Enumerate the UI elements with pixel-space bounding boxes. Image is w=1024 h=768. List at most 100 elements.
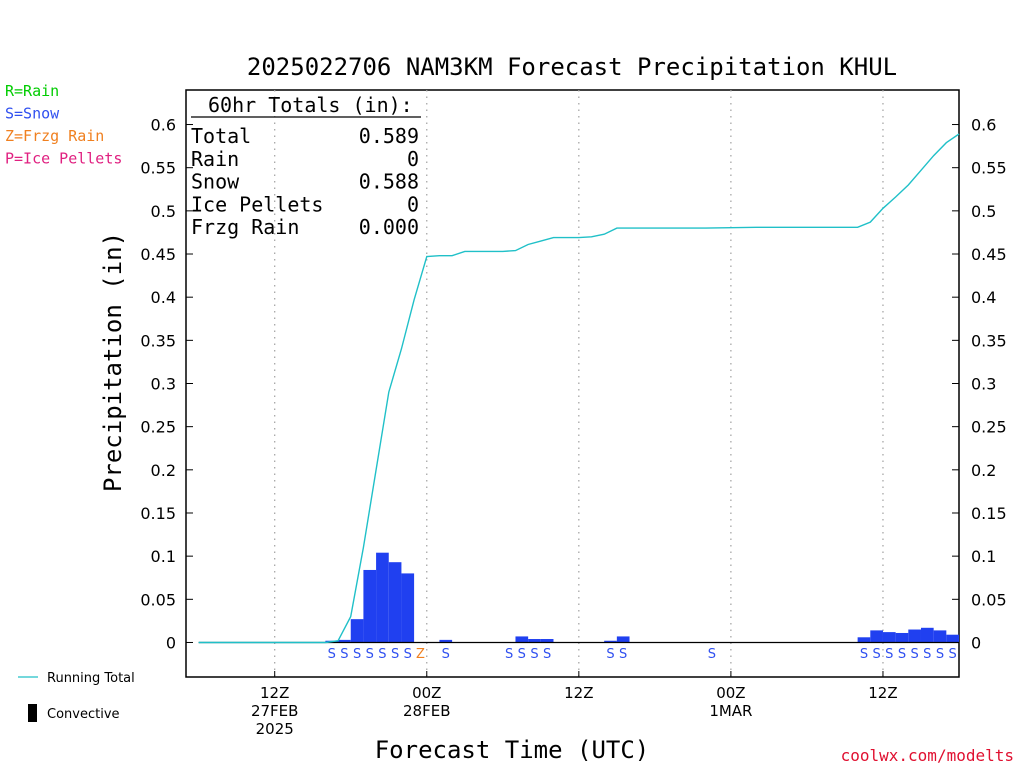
y-tick-label-right-3: 0.15 (971, 504, 1007, 523)
precip-bars (325, 552, 959, 643)
precip-bar-1 (338, 639, 351, 643)
precip-bar-2 (350, 619, 364, 643)
precip-type-4: S (378, 647, 386, 662)
precip-bar-9 (528, 639, 541, 643)
precip-type-9: S (505, 647, 513, 662)
y-tick-label-right-1: 0.05 (971, 590, 1007, 609)
precip-type-6: S (404, 647, 412, 662)
totals-value-3: 0 (407, 192, 419, 216)
y-tick-label-right-9: 0.45 (971, 245, 1007, 264)
y-tick-label-left-8: 0.4 (151, 288, 176, 307)
y-axis-left: 0 0.05 0.1 0.15 0.2 0.25 0.3 0.35 0.4 0.45 0.5 0.55… (140, 116, 193, 652)
y-axis-title: Precipitation (in) (99, 232, 127, 492)
y-tick-label-right-11: 0.55 (971, 159, 1007, 178)
y-tick-label-left-11: 0.55 (140, 159, 176, 178)
y-tick-label-right-6: 0.3 (971, 375, 996, 394)
precip-bar-16 (895, 632, 909, 643)
totals-label-1: Rain (191, 147, 239, 171)
totals-label-3: Ice Pellets (191, 192, 323, 216)
y-tick-label-right-4: 0.2 (971, 461, 996, 480)
precip-type-10: S (518, 647, 526, 662)
precip-type-7: Z (416, 647, 425, 662)
x-tick-label-4-0: 12Z (868, 684, 897, 702)
y-axis-right: 0 0.05 0.1 0.15 0.2 0.25 0.3 0.35 0.4 0.45 0.5 0.55… (952, 116, 1007, 652)
precip-type-8: S (442, 647, 450, 662)
precip-bar-20 (946, 634, 959, 643)
y-tick-label-right-8: 0.4 (971, 288, 996, 307)
plot-frame (185, 89, 960, 678)
y-tick-label-left-0: 0 (166, 633, 176, 652)
y-tick-label-left-10: 0.5 (151, 202, 176, 221)
y-tick-label-left-1: 0.05 (140, 590, 176, 609)
totals-value-1: 0 (407, 147, 419, 171)
running-total-label: Running Total (47, 671, 135, 686)
x-tick-label-2-0: 12Z (564, 684, 593, 702)
legend-key-3: P=Ice Pellets (5, 150, 122, 168)
precip-bar-18 (920, 627, 934, 643)
y-tick-label-left-6: 0.3 (151, 375, 176, 394)
precip-bar-12 (616, 636, 630, 643)
precip-type-21: S (923, 647, 931, 662)
totals-value-0: 0.589 (359, 124, 419, 148)
totals-header: 60hr Totals (in): (208, 93, 413, 117)
convective-label: Convective (47, 707, 120, 722)
convective-swatch (28, 704, 37, 722)
precip-bar-14 (870, 630, 883, 643)
precip-type-1: S (340, 647, 348, 662)
precip-type-16: S (860, 647, 868, 662)
precip-bar-10 (540, 639, 554, 643)
totals-box: 60hr Totals (in): Total 0.589 Rain 0 Snow 0.5… (191, 93, 421, 239)
precip-type-20: S (911, 647, 919, 662)
totals-label-0: Total (191, 124, 251, 148)
precip-type-12: S (543, 647, 551, 662)
y-tick-label-left-2: 0.1 (151, 547, 176, 566)
y-tick-label-right-7: 0.35 (971, 331, 1007, 350)
precip-type-17: S (872, 647, 880, 662)
precip-type-23: S (949, 647, 957, 662)
x-tick-label-1-1: 28FEB (403, 702, 450, 720)
x-tick-label-0-1: 27FEB (251, 702, 298, 720)
y-tick-label-left-5: 0.25 (140, 418, 176, 437)
precip-type-18: S (885, 647, 893, 662)
precip-type-11: S (530, 647, 538, 662)
precip-type-5: S (391, 647, 399, 662)
legend-key-1: S=Snow (5, 105, 60, 123)
precip-type-legend: R=Rain S=Snow Z=Frzg Rain P=Ice Pellets (5, 82, 122, 168)
legend-key-0: R=Rain (5, 82, 59, 100)
precip-bar-6 (401, 573, 415, 643)
y-tick-label-left-9: 0.45 (140, 245, 176, 264)
precip-bar-19 (933, 630, 947, 643)
totals-label-4: Frzg Rain (191, 215, 299, 239)
precip-type-14: S (619, 647, 627, 662)
y-tick-label-right-5: 0.25 (971, 418, 1007, 437)
precip-bar-11 (604, 640, 617, 643)
x-axis-title: Forecast Time (UTC) (375, 736, 650, 764)
precip-type-2: S (353, 647, 361, 662)
totals-value-2: 0.588 (359, 170, 419, 194)
precip-bar-8 (515, 636, 529, 643)
totals-label-2: Snow (191, 170, 240, 194)
x-tick-label-0-0: 12Z (260, 684, 289, 702)
precip-type-3: S (366, 647, 374, 662)
precip-bar-17 (908, 629, 921, 643)
precip-bar-5 (388, 562, 402, 643)
precip-type-0: S (328, 647, 336, 662)
precip-bar-3 (363, 569, 377, 643)
y-tick-label-left-3: 0.15 (140, 504, 176, 523)
precip-bar-13 (857, 637, 871, 643)
y-tick-label-right-2: 0.1 (971, 547, 996, 566)
x-tick-label-3-0: 00Z (716, 684, 745, 702)
x-tick-label-0-2: 2025 (256, 720, 294, 738)
y-tick-label-right-10: 0.5 (971, 202, 996, 221)
y-tick-label-right-12: 0.6 (971, 116, 996, 135)
grid-lines (274, 90, 884, 677)
precip-bar-15 (882, 632, 896, 643)
precip-type-19: S (898, 647, 906, 662)
chart-title: 2025022706 NAM3KM Forecast Precipitation… (247, 53, 897, 81)
bottom-legend: Running Total Convective (18, 671, 135, 722)
precip-type-13: S (606, 647, 614, 662)
precip-type-15: S (708, 647, 716, 662)
